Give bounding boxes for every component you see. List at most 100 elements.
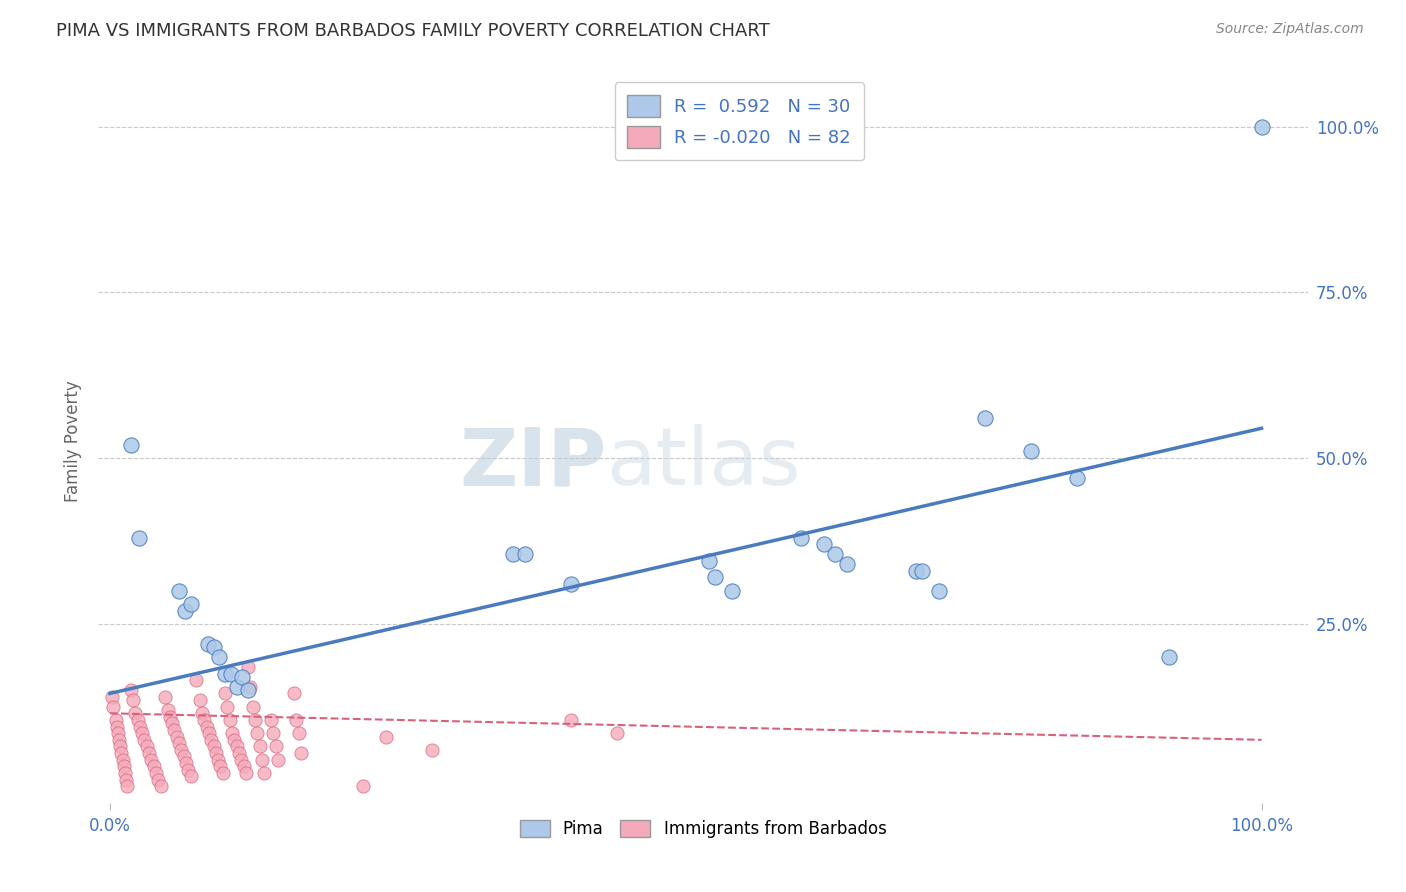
Point	[502, 547, 524, 561]
Point	[128, 720, 150, 734]
Point	[225, 680, 247, 694]
Point	[197, 637, 219, 651]
Point	[105, 720, 128, 734]
Point	[219, 666, 242, 681]
Point	[104, 713, 127, 727]
Point	[207, 753, 229, 767]
Point	[790, 531, 813, 545]
Text: ZIP: ZIP	[458, 425, 606, 502]
Point	[188, 693, 211, 707]
Point	[242, 699, 264, 714]
Text: Source: ZipAtlas.com: Source: ZipAtlas.com	[1216, 22, 1364, 37]
Point	[236, 660, 259, 674]
Point	[264, 739, 287, 754]
Point	[375, 730, 398, 744]
Point	[114, 766, 136, 780]
Point	[288, 726, 311, 740]
Point	[1019, 444, 1042, 458]
Point	[173, 749, 195, 764]
Point	[835, 557, 858, 571]
Point	[214, 686, 236, 700]
Point	[120, 438, 142, 452]
Point	[159, 709, 181, 723]
Point	[134, 732, 156, 747]
Point	[131, 726, 153, 740]
Point	[267, 753, 290, 767]
Point	[110, 746, 132, 760]
Point	[290, 746, 312, 760]
Point	[697, 554, 720, 568]
Point	[202, 640, 225, 654]
Point	[239, 680, 262, 694]
Point	[115, 779, 138, 793]
Point	[1159, 650, 1181, 665]
Point	[166, 730, 188, 744]
Point	[250, 753, 273, 767]
Point	[214, 666, 236, 681]
Point	[112, 759, 135, 773]
Point	[243, 713, 266, 727]
Point	[180, 769, 202, 783]
Point	[422, 743, 444, 757]
Point	[128, 531, 150, 545]
Point	[167, 583, 190, 598]
Point	[138, 746, 160, 760]
Point	[249, 739, 271, 754]
Point	[160, 716, 183, 731]
Point	[135, 739, 157, 754]
Point	[193, 713, 215, 727]
Point	[170, 743, 193, 757]
Point	[231, 670, 253, 684]
Point	[228, 746, 250, 760]
Point	[111, 753, 134, 767]
Point	[198, 726, 221, 740]
Point	[236, 683, 259, 698]
Point	[108, 732, 131, 747]
Y-axis label: Family Poverty: Family Poverty	[65, 381, 83, 502]
Point	[103, 699, 125, 714]
Point	[606, 726, 628, 740]
Point	[149, 779, 172, 793]
Point	[1250, 120, 1272, 134]
Point	[156, 703, 179, 717]
Point	[218, 713, 240, 727]
Point	[285, 713, 308, 727]
Point	[191, 706, 214, 721]
Point	[101, 690, 124, 704]
Point	[232, 759, 254, 773]
Point	[167, 736, 190, 750]
Point	[253, 766, 276, 780]
Point	[813, 537, 835, 551]
Point	[560, 577, 582, 591]
Point	[224, 732, 246, 747]
Legend: Pima, Immigrants from Barbados: Pima, Immigrants from Barbados	[513, 814, 893, 845]
Point	[217, 699, 239, 714]
Point	[824, 547, 846, 561]
Point	[905, 564, 928, 578]
Point	[720, 583, 742, 598]
Point	[110, 739, 132, 754]
Point	[177, 763, 200, 777]
Point	[560, 713, 582, 727]
Point	[141, 753, 163, 767]
Point	[186, 673, 208, 688]
Point	[513, 547, 536, 561]
Point	[145, 766, 167, 780]
Point	[107, 726, 129, 740]
Point	[115, 772, 138, 787]
Point	[122, 693, 145, 707]
Point	[200, 732, 222, 747]
Point	[142, 759, 165, 773]
Point	[283, 686, 305, 700]
Point	[928, 583, 950, 598]
Point	[180, 597, 202, 611]
Point	[225, 739, 247, 754]
Text: atlas: atlas	[606, 425, 800, 502]
Point	[195, 720, 218, 734]
Point	[352, 779, 374, 793]
Point	[120, 683, 142, 698]
Point	[235, 766, 257, 780]
Point	[173, 603, 195, 617]
Point	[155, 690, 177, 704]
Point	[221, 726, 243, 740]
